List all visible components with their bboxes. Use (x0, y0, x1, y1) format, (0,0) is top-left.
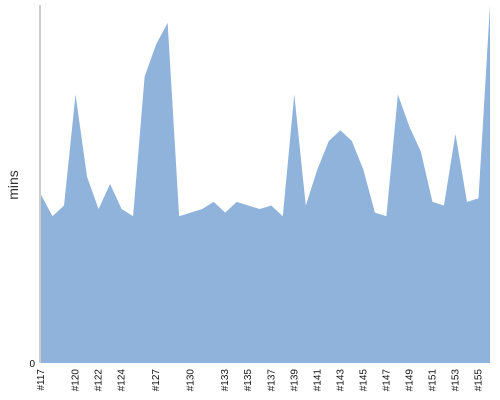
data-point-129 (177, 214, 181, 218)
data-point-138 (281, 214, 285, 218)
y-tick-label: 0 (29, 359, 35, 370)
data-point-137 (269, 203, 273, 207)
x-tick-label: #120 (71, 369, 82, 392)
data-point-147 (384, 214, 388, 218)
data-point-151 (430, 200, 434, 204)
data-point-123 (108, 182, 112, 186)
area-series (41, 5, 490, 363)
x-tick-label: #133 (220, 369, 231, 392)
data-point-120 (74, 93, 78, 97)
data-point-122 (97, 207, 101, 211)
data-point-156 (488, 3, 492, 7)
data-point-119 (62, 203, 66, 207)
data-point-152 (442, 203, 446, 207)
data-point-132 (212, 200, 216, 204)
data-point-130 (189, 211, 193, 215)
x-tick-label: #122 (94, 369, 105, 392)
x-tick-label: #127 (151, 369, 162, 392)
x-tick-label: #143 (335, 369, 346, 392)
data-point-139 (292, 93, 296, 97)
data-point-146 (373, 211, 377, 215)
x-tick-label: #139 (289, 369, 300, 392)
x-tick-label: #117 (36, 369, 47, 391)
data-point-135 (246, 203, 250, 207)
x-tick-label: #147 (381, 369, 392, 392)
x-ticks: #117 #120 #122 #124 #127 #130 #133 #135 #137 #139… (36, 369, 484, 392)
data-point-126 (143, 75, 147, 79)
data-point-149 (407, 125, 411, 129)
data-point-144 (350, 139, 354, 143)
data-point-145 (361, 168, 365, 172)
x-tick-label: #124 (117, 369, 128, 392)
x-tick-label: #141 (312, 369, 323, 392)
x-tick-label: #130 (186, 369, 197, 392)
y-ticks: 0 (29, 359, 35, 370)
data-point-131 (200, 207, 204, 211)
x-tick-label: #155 (473, 369, 484, 392)
x-tick-label: #149 (404, 369, 415, 392)
x-tick-label: #137 (266, 369, 277, 392)
data-point-155 (476, 196, 480, 200)
y-axis-label: mins (5, 170, 21, 200)
data-point-140 (304, 203, 308, 207)
data-point-125 (131, 214, 135, 218)
plot-area (41, 3, 492, 363)
data-point-142 (327, 139, 331, 143)
data-point-154 (465, 200, 469, 204)
data-point-128 (166, 21, 170, 25)
data-point-118 (51, 214, 55, 218)
data-point-136 (258, 207, 262, 211)
x-tick-label: #145 (358, 369, 369, 392)
x-tick-label: #151 (427, 369, 438, 392)
x-tick-label: #135 (243, 369, 254, 392)
data-point-148 (396, 93, 400, 97)
data-point-150 (419, 150, 423, 154)
data-point-134 (235, 200, 239, 204)
data-point-143 (338, 128, 342, 132)
data-point-124 (120, 207, 124, 211)
data-point-127 (154, 42, 158, 46)
data-point-153 (453, 132, 457, 136)
x-tick-label: #153 (450, 369, 461, 392)
data-point-141 (315, 168, 319, 172)
data-point-121 (85, 175, 89, 179)
data-point-133 (223, 211, 227, 215)
